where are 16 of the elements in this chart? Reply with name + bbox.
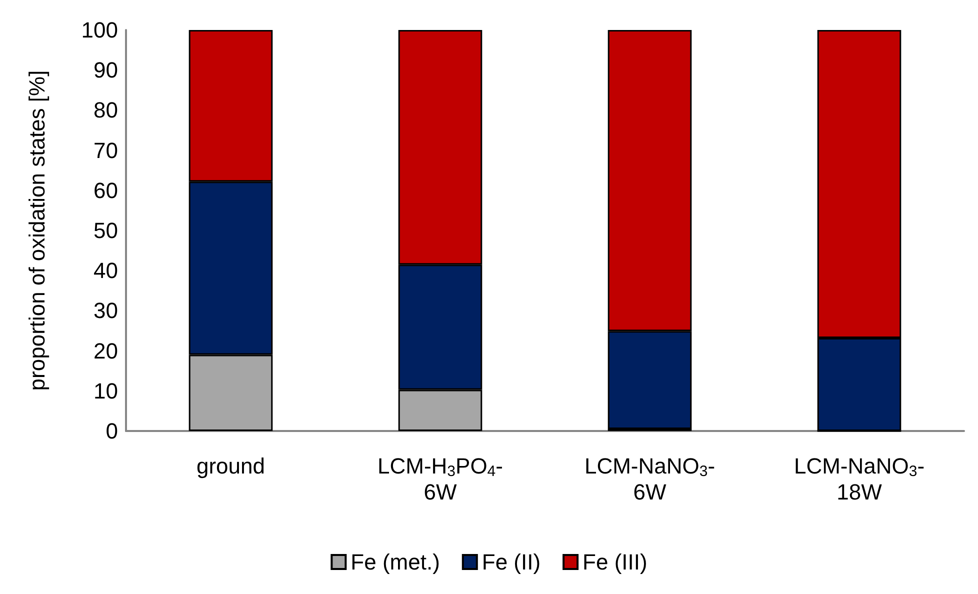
y-tick-label: 40: [94, 258, 118, 284]
y-tick-label: 0: [106, 418, 118, 444]
y-axis-title: proportion of oxidation states [%]: [24, 70, 50, 391]
y-tick-label: 70: [94, 138, 118, 163]
y-tick-label: 50: [94, 218, 118, 243]
y-tick-label: 90: [94, 58, 118, 83]
legend-label: Fe (met.): [350, 550, 440, 574]
y-tick-label: 60: [94, 178, 118, 203]
legend-label: Fe (II): [482, 550, 541, 574]
y-tick-label: 10: [94, 378, 118, 404]
y-tick-label: 20: [94, 338, 118, 364]
y-tick-label: 100: [81, 18, 118, 42]
legend-label: Fe (III): [582, 550, 648, 574]
y-tick-label: 30: [94, 298, 118, 324]
y-tick-label: 80: [94, 98, 118, 123]
x-tick-label: ground: [196, 454, 266, 478]
